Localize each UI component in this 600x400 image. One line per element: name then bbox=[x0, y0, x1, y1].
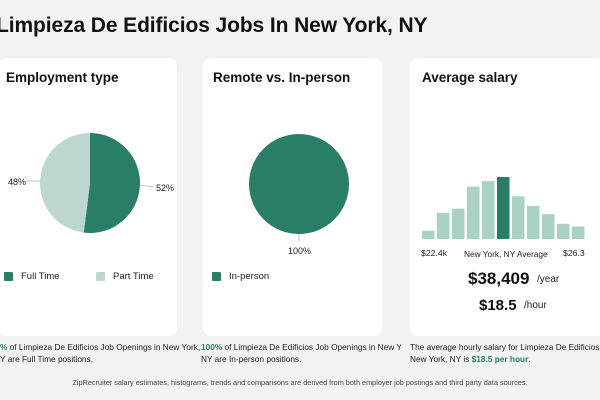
salary-center-label: New York, NY Average bbox=[464, 249, 548, 259]
salary-caption: The average hourly salary for Limpieza D… bbox=[410, 342, 600, 365]
employment-type-title: Employment type bbox=[6, 70, 119, 85]
remote-card: Remote vs. In-person 100% In-person bbox=[203, 58, 382, 336]
employment-pie-chart bbox=[26, 133, 155, 233]
salary-title: Average salary bbox=[422, 70, 518, 85]
pie-label-part-time: 48% bbox=[8, 177, 27, 187]
salary-card: Average salary $22.4k New York, NY Avera… bbox=[410, 58, 600, 336]
legend-swatch-full-time bbox=[4, 272, 13, 281]
annual-salary: $38,409 bbox=[468, 269, 530, 288]
histogram-bar bbox=[542, 214, 555, 239]
annual-salary-unit: /year bbox=[537, 274, 560, 285]
hourly-salary-unit: /hour bbox=[524, 300, 547, 311]
histogram-bar bbox=[452, 208, 465, 239]
legend-in-person: In-person bbox=[212, 271, 269, 282]
remote-pie-chart bbox=[249, 134, 349, 242]
remote-caption-line2: NY are In-person positions. bbox=[201, 353, 302, 364]
salary-caption-prefix: New York, NY is bbox=[410, 353, 472, 364]
employment-caption-pct: % bbox=[0, 342, 8, 352]
histogram-bar bbox=[497, 177, 510, 239]
employment-caption: % of Limpieza De Edificios Job Openings … bbox=[0, 342, 200, 365]
pie-slice-full-time bbox=[83, 133, 141, 233]
legend-label-full-time: Full Time bbox=[21, 271, 60, 282]
histogram-bar bbox=[572, 226, 585, 239]
salary-max-label: $26.3 bbox=[563, 248, 585, 258]
histogram-bar bbox=[527, 205, 540, 239]
pie-slice-in-person bbox=[249, 134, 349, 234]
employment-caption-text: of Limpieza De Edificios Job Openings in… bbox=[7, 342, 200, 352]
legend-swatch-in-person bbox=[212, 272, 221, 281]
histogram-bar bbox=[437, 212, 450, 239]
salary-caption-line1: The average hourly salary for Limpieza D… bbox=[410, 342, 600, 352]
pie-label-in-person: 100% bbox=[288, 246, 312, 256]
remote-title: Remote vs. In-person bbox=[213, 70, 351, 85]
histogram-bar bbox=[467, 186, 480, 239]
legend-part-time: Part Time bbox=[96, 271, 154, 282]
legend-full-time: Full Time bbox=[4, 271, 60, 282]
histogram-bar bbox=[482, 181, 495, 239]
pie-slice-part-time bbox=[40, 133, 90, 233]
employment-caption-line2: Y are Full Time positions. bbox=[0, 353, 93, 364]
salary-caption-suffix: . bbox=[528, 353, 531, 364]
histogram-bar bbox=[512, 196, 525, 239]
histogram-bar bbox=[557, 223, 570, 239]
remote-caption-pct: 100% bbox=[201, 342, 223, 352]
salary-caption-hourly: $18.5 per hour bbox=[471, 353, 529, 364]
remote-caption-text: of Limpieza De Edificios Job Openings in… bbox=[222, 342, 401, 352]
employment-type-card: Employment type 48% 52% Full Time Part T… bbox=[0, 58, 177, 336]
remote-caption: 100% of Limpieza De Edificios Job Openin… bbox=[201, 342, 401, 365]
pie-label-full-time: 52% bbox=[156, 183, 175, 193]
legend-label-part-time: Part Time bbox=[113, 271, 154, 282]
salary-histogram bbox=[422, 177, 585, 239]
salary-min-label: $22.4k bbox=[421, 248, 448, 258]
hourly-salary: $18.5 bbox=[479, 297, 517, 314]
page-title: Limpieza De Edificios Jobs In New York, … bbox=[0, 14, 428, 37]
legend-label-in-person: In-person bbox=[229, 271, 270, 282]
footnote: ZipRecruiter salary estimates, histogram… bbox=[72, 378, 528, 387]
leader-line-full-time bbox=[139, 184, 155, 188]
histogram-bar bbox=[422, 230, 435, 239]
legend-swatch-part-time bbox=[96, 272, 105, 281]
